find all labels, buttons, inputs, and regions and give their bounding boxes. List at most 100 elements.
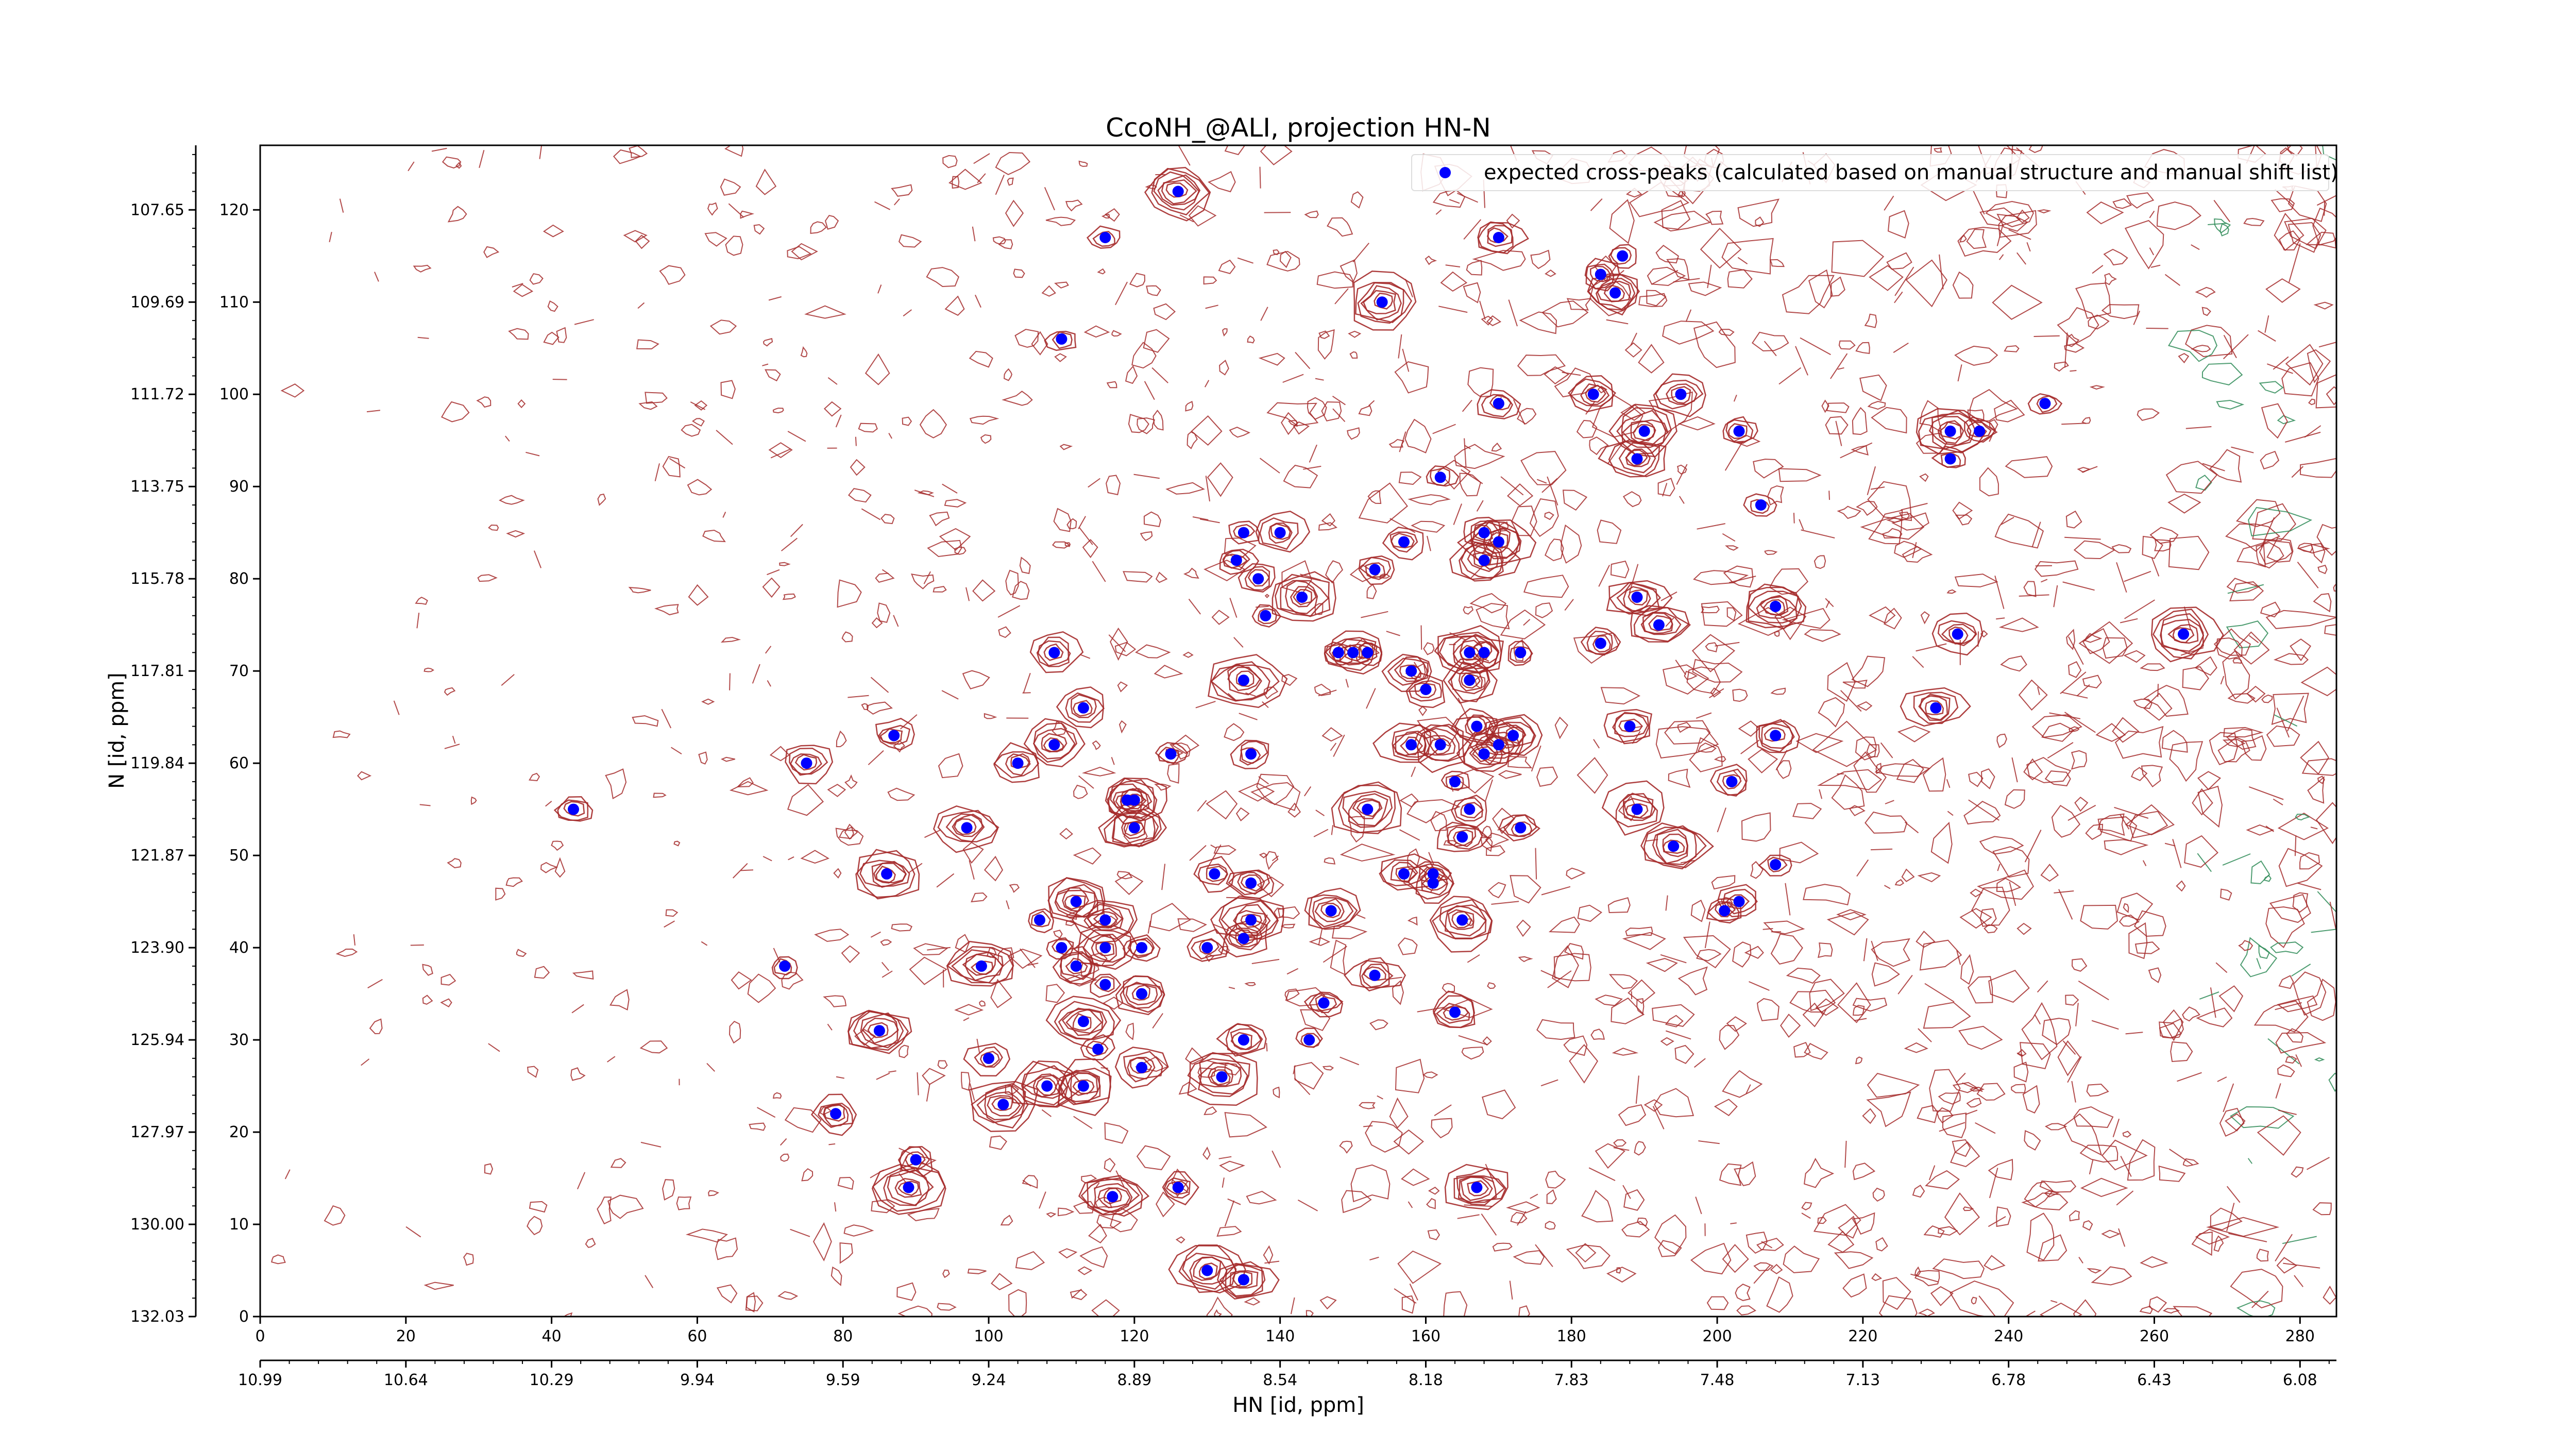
noise-contour — [2317, 564, 2328, 575]
noise-contour — [1224, 537, 1257, 559]
noise-contour — [1418, 705, 1428, 716]
noise-contour — [2024, 1310, 2036, 1317]
noise-contour — [1734, 1161, 1756, 1187]
peak-contour — [1157, 174, 1201, 206]
peak-contour — [1379, 859, 1429, 887]
noise-contour — [529, 1201, 548, 1213]
noise-contour — [2148, 967, 2162, 983]
peak-contour — [1421, 875, 1448, 891]
peak-contour — [1618, 442, 1656, 474]
noise-contour — [2306, 231, 2336, 249]
noise-contour — [1954, 574, 1998, 587]
peak-contour — [1485, 735, 1507, 753]
cross-peak-point — [1952, 628, 1963, 640]
noise-contour — [1714, 756, 1726, 763]
noise-contour — [1741, 812, 1771, 842]
peak-contour — [1592, 635, 1611, 653]
peak-contour — [1280, 580, 1330, 617]
cross-peak-point — [1770, 600, 1782, 612]
noise-contour — [2068, 661, 2082, 678]
noise-contour — [1222, 1177, 1225, 1188]
peak-contour — [951, 949, 1004, 984]
noise-contour — [1882, 528, 1903, 539]
peak-contour — [1640, 612, 1673, 634]
noise-contour — [1340, 844, 1396, 862]
x-index-tick-label: 220 — [1848, 1327, 1877, 1345]
noise-contour — [405, 1226, 421, 1238]
noise-contour — [1721, 238, 1774, 275]
noise-contour — [2073, 1106, 2114, 1128]
noise-contour — [1219, 1160, 1245, 1172]
noise-contour — [2041, 579, 2048, 583]
peak-contour — [1432, 990, 1476, 1029]
peak-contour — [1928, 416, 1972, 446]
noise-contour — [1856, 500, 1878, 516]
peak-contour — [2036, 395, 2058, 413]
noise-contour — [1347, 427, 1360, 440]
noise-contour — [1595, 1143, 1626, 1169]
y-ppm-tick-label: 130.00 — [130, 1216, 184, 1234]
noise-contour — [1871, 962, 1900, 987]
peak-contour — [1913, 692, 1959, 724]
noise-contour — [2275, 1002, 2302, 1010]
noise-contour — [973, 153, 990, 164]
noise-contour — [2023, 758, 2043, 781]
noise-contour — [1597, 519, 1622, 544]
noise-contour — [1661, 200, 1691, 230]
cross-peak-point — [1726, 776, 1738, 787]
noise-contour — [939, 528, 971, 551]
noise-contour — [861, 703, 869, 711]
noise-contour — [2213, 199, 2231, 223]
peak-contour — [1918, 693, 1951, 721]
noise-contour — [1185, 400, 1194, 412]
noise-contour — [1316, 271, 1353, 289]
noise-contour — [335, 948, 358, 957]
peak-contour — [1459, 633, 1504, 670]
noise-contour — [1541, 478, 1558, 493]
noise-contour — [2294, 1275, 2303, 1287]
noise-contour — [1793, 1041, 1811, 1058]
noise-contour — [2310, 827, 2318, 830]
noise-contour — [1884, 608, 1902, 630]
noise-contour — [2076, 684, 2090, 697]
noise-contour — [1015, 1251, 1045, 1270]
peak-contour — [1108, 783, 1143, 819]
noise-contour — [1998, 210, 2037, 238]
noise-contour — [980, 434, 992, 444]
noise-contour — [547, 300, 558, 312]
noise-contour — [1590, 198, 1603, 211]
noise-contour — [979, 1000, 986, 1007]
peak-contour — [1567, 378, 1617, 407]
noise-contour — [1340, 259, 1358, 283]
noise-contour — [605, 768, 627, 800]
noise-contour — [724, 145, 744, 157]
noise-contour — [632, 715, 659, 727]
cross-peak-point — [1478, 647, 1490, 659]
noise-contour — [1692, 659, 1743, 683]
noise-contour — [2260, 601, 2281, 618]
peak-contour — [1615, 793, 1658, 828]
noise-contour — [2140, 663, 2165, 671]
noise-contour — [2236, 542, 2266, 568]
noise-contour — [1332, 395, 1346, 406]
peak-contour — [823, 1104, 845, 1122]
noise-contour — [1229, 427, 1251, 438]
noise-contour — [990, 979, 1012, 1008]
noise-contour — [1634, 1141, 1646, 1156]
noise-contour — [2149, 527, 2179, 544]
noise-contour — [1536, 479, 1547, 484]
noise-contour — [1801, 529, 1835, 538]
noise-contour — [637, 302, 645, 309]
cross-peak-point — [1347, 647, 1359, 659]
peak-contour — [1461, 543, 1504, 580]
noise-contour — [827, 377, 838, 385]
cross-peak-point — [1260, 610, 1272, 621]
noise-contour — [731, 971, 752, 990]
noise-contour — [2285, 1056, 2297, 1064]
cross-peak-point — [1624, 720, 1636, 732]
noise-contour — [440, 401, 470, 423]
noise-contour — [2086, 1083, 2109, 1097]
noise-contour — [1837, 367, 1844, 370]
noise-contour — [839, 1242, 853, 1264]
noise-contour — [1711, 875, 1736, 890]
